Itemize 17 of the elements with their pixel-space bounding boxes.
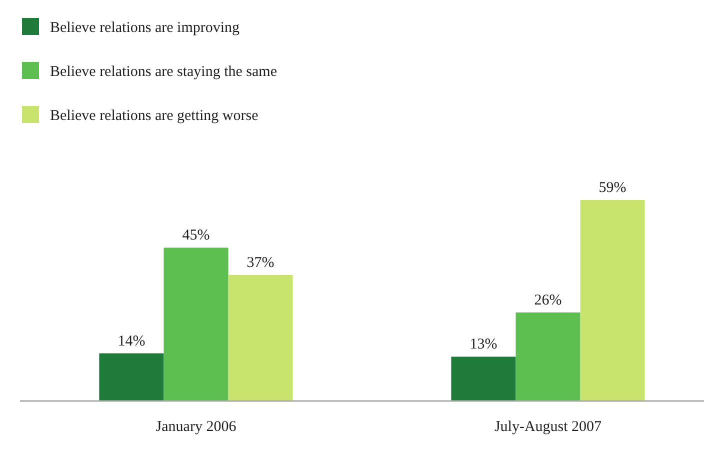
bar [164,248,228,401]
data-label: 45% [182,228,210,244]
x-tick-label: July-August 2007 [494,419,602,435]
bar [451,356,516,401]
data-label: 13% [470,336,498,353]
data-label: 37% [246,254,274,271]
data-label: 26% [534,292,562,308]
bar [516,312,580,401]
legend-label: Believe relations are getting worse [50,108,259,124]
bar [228,274,293,401]
legend-label: Believe relations are improving [50,20,240,36]
data-label: 14% [118,333,146,350]
legend-label: Believe relations are staying the same [50,64,278,80]
data-label: 59% [598,180,626,196]
bar [580,200,645,401]
bar [99,353,164,401]
x-tick-label: January 2006 [156,419,237,435]
